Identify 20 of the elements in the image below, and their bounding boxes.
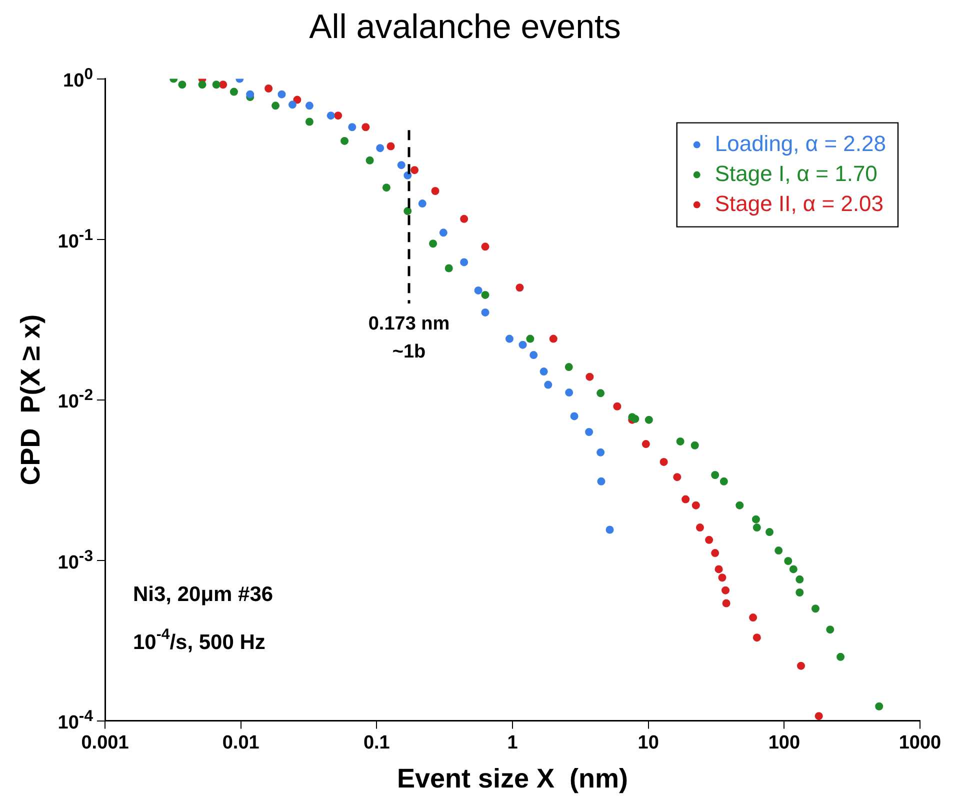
legend-label: Stage II, α = 2.03 <box>714 190 884 216</box>
x-tick-label: 0.01 <box>222 732 260 754</box>
chart-title: All avalanche events <box>309 8 621 46</box>
x-tick-label: 1000 <box>898 732 942 754</box>
legend-label: Stage I, α = 1.70 <box>714 160 878 186</box>
legend-label: Loading, α = 2.28 <box>714 130 886 156</box>
x-tick-label: 100 <box>768 732 800 754</box>
x-tick-label: 10 <box>638 732 659 754</box>
ref-line-label: 0.173 nm ~1b <box>368 314 450 362</box>
x-tick-label: 1 <box>507 732 518 754</box>
y-axis-title: CPD P(X ≥ x) <box>16 314 46 486</box>
x-tick-label: 0.001 <box>81 732 130 754</box>
y-tick-label: 10$^{-2}$ <box>58 387 93 412</box>
x-axis-title: Event size X (nm) <box>396 763 628 794</box>
annotation: Ni3, 20μm #36 <box>133 582 274 606</box>
y-tick-label: 10$^{-3}$ <box>58 548 93 573</box>
y-tick-label: 10$^{-1}$ <box>58 226 93 252</box>
y-tick-label: 10$^{-4}$ <box>58 708 93 734</box>
y-tick-label: 10$^{0}$ <box>63 66 93 92</box>
x-tick-label: 0.1 <box>363 732 390 754</box>
